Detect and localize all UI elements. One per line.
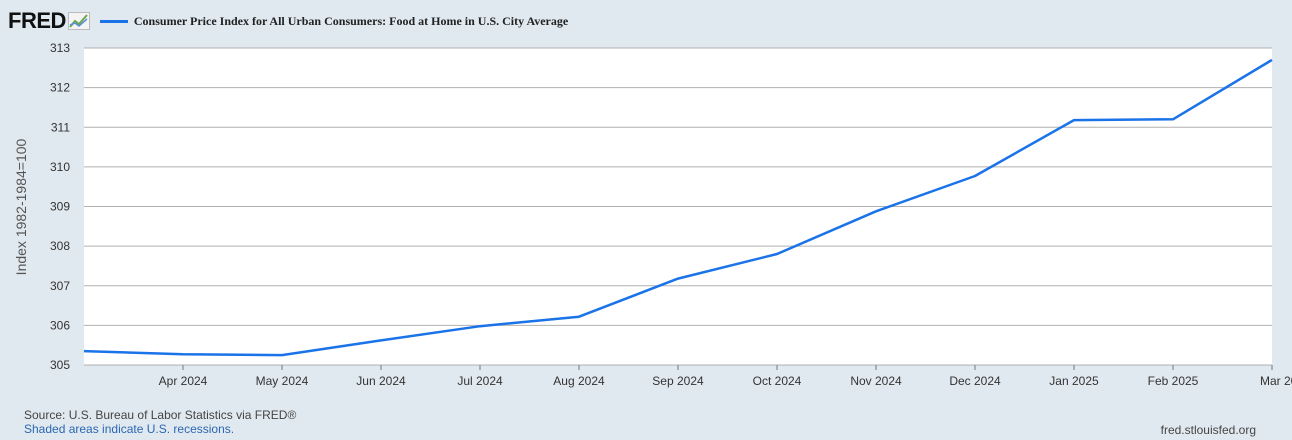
site-url[interactable]: fred.stlouisfed.org bbox=[1160, 423, 1256, 437]
series-line[interactable] bbox=[83, 58, 1273, 357]
x-tick-label: Jul 2024 bbox=[457, 374, 503, 388]
y-tick-label: 311 bbox=[51, 120, 70, 134]
y-tick-label: 307 bbox=[50, 279, 70, 293]
fred-logo[interactable]: FRED bbox=[8, 8, 66, 33]
x-tick-label: Apr 2024 bbox=[159, 374, 208, 388]
chart-line-icon bbox=[67, 12, 90, 30]
x-tick-label: Jun 2024 bbox=[356, 374, 406, 388]
series-group bbox=[83, 58, 1273, 357]
y-tick-label: 308 bbox=[50, 239, 70, 253]
y-tick-label: 310 bbox=[50, 160, 70, 174]
x-tick-label: Feb 2025 bbox=[1148, 374, 1199, 388]
x-axis-ticks: Apr 2024 May 2024 Jun 2024 Jul 2024 Aug 2024… bbox=[159, 365, 1292, 388]
source-note: Source: U.S. Bureau of Labor Statistics … bbox=[24, 408, 297, 422]
y-tick-label: 305 bbox=[50, 358, 70, 372]
x-tick-label: Dec 2024 bbox=[949, 374, 1001, 388]
y-tick-label: 313 bbox=[50, 41, 70, 55]
x-tick-label: Oct 2024 bbox=[753, 374, 802, 388]
x-tick-label: Nov 2024 bbox=[850, 374, 902, 388]
y-tick-label: 309 bbox=[50, 200, 70, 214]
x-tick-label: Sep 2024 bbox=[652, 374, 704, 388]
chart-title: Consumer Price Index for All Urban Consu… bbox=[133, 13, 569, 28]
x-tick-label: Jan 2025 bbox=[1049, 374, 1099, 388]
chart-header: FRED Consumer Price Index for All Urban … bbox=[8, 6, 568, 36]
x-tick-label: May 2024 bbox=[256, 374, 309, 388]
y-tick-label: 312 bbox=[50, 81, 70, 95]
line-chart: 305 306 307 308 309 310 311 312 313 Apr 2024 May … bbox=[13, 41, 1292, 388]
y-axis-label: Index 1982-1984=100 bbox=[13, 138, 29, 275]
x-tick-label: Mar 202 bbox=[1260, 374, 1292, 388]
footer-notes: Source: U.S. Bureau of Labor Statistics … bbox=[24, 408, 296, 436]
y-tick-label: 306 bbox=[50, 318, 70, 332]
recession-note[interactable]: Shaded areas indicate U.S. recessions. bbox=[24, 422, 235, 436]
x-tick-label: Aug 2024 bbox=[553, 374, 605, 388]
y-axis-ticks: 305 306 307 308 309 310 311 312 313 bbox=[50, 41, 70, 372]
series-legend-line bbox=[99, 19, 128, 23]
